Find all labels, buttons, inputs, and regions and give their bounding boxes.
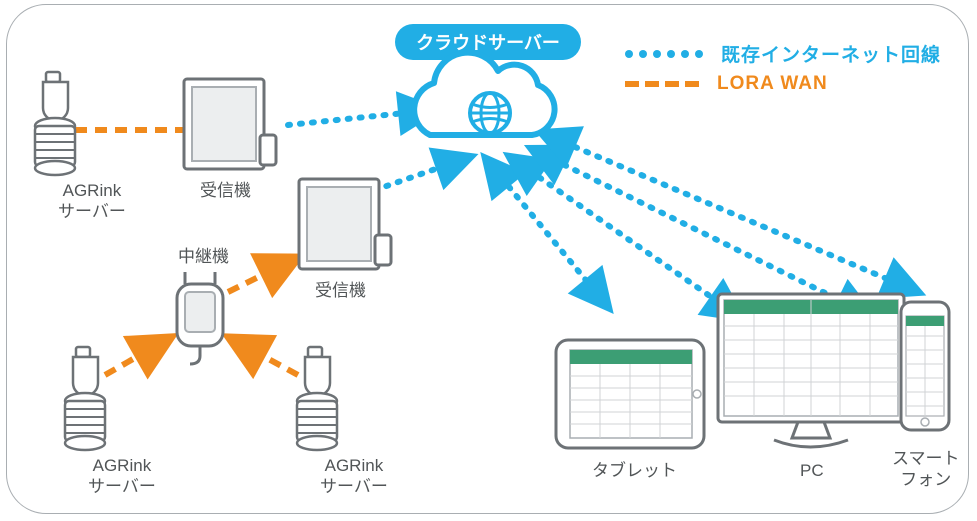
relay-label: 中継機 (178, 246, 229, 267)
receiver-node-1 (180, 75, 280, 185)
agrink-label-2: AGRinkサーバー (88, 455, 156, 498)
phone-label: スマートフォン (892, 448, 960, 491)
tablet-node (552, 310, 708, 460)
tablet-label: タブレット (592, 460, 677, 481)
legend-internet: 既存インターネット回線 (721, 40, 941, 67)
receiver-node-2 (295, 175, 395, 285)
agrink-node-3 (290, 345, 345, 465)
pc-node (714, 288, 908, 464)
receiver-label-2: 受信機 (315, 280, 366, 301)
agrink-label-3: AGRinkサーバー (320, 455, 388, 498)
cloud-server-badge: クラウドサーバー (395, 24, 581, 60)
legend: 既存インターネット回線 LORA WAN (625, 40, 941, 101)
legend-lora: LORA WAN (717, 73, 828, 95)
cloud-server-title: クラウドサーバー (416, 29, 560, 55)
agrink-node-1 (28, 70, 83, 190)
relay-node (165, 270, 235, 370)
agrink-label-1: AGRinkサーバー (58, 180, 126, 223)
phone-node (898, 292, 952, 450)
agrink-node-2 (58, 345, 113, 465)
receiver-label-1: 受信機 (200, 180, 251, 201)
pc-label: PC (800, 460, 824, 481)
